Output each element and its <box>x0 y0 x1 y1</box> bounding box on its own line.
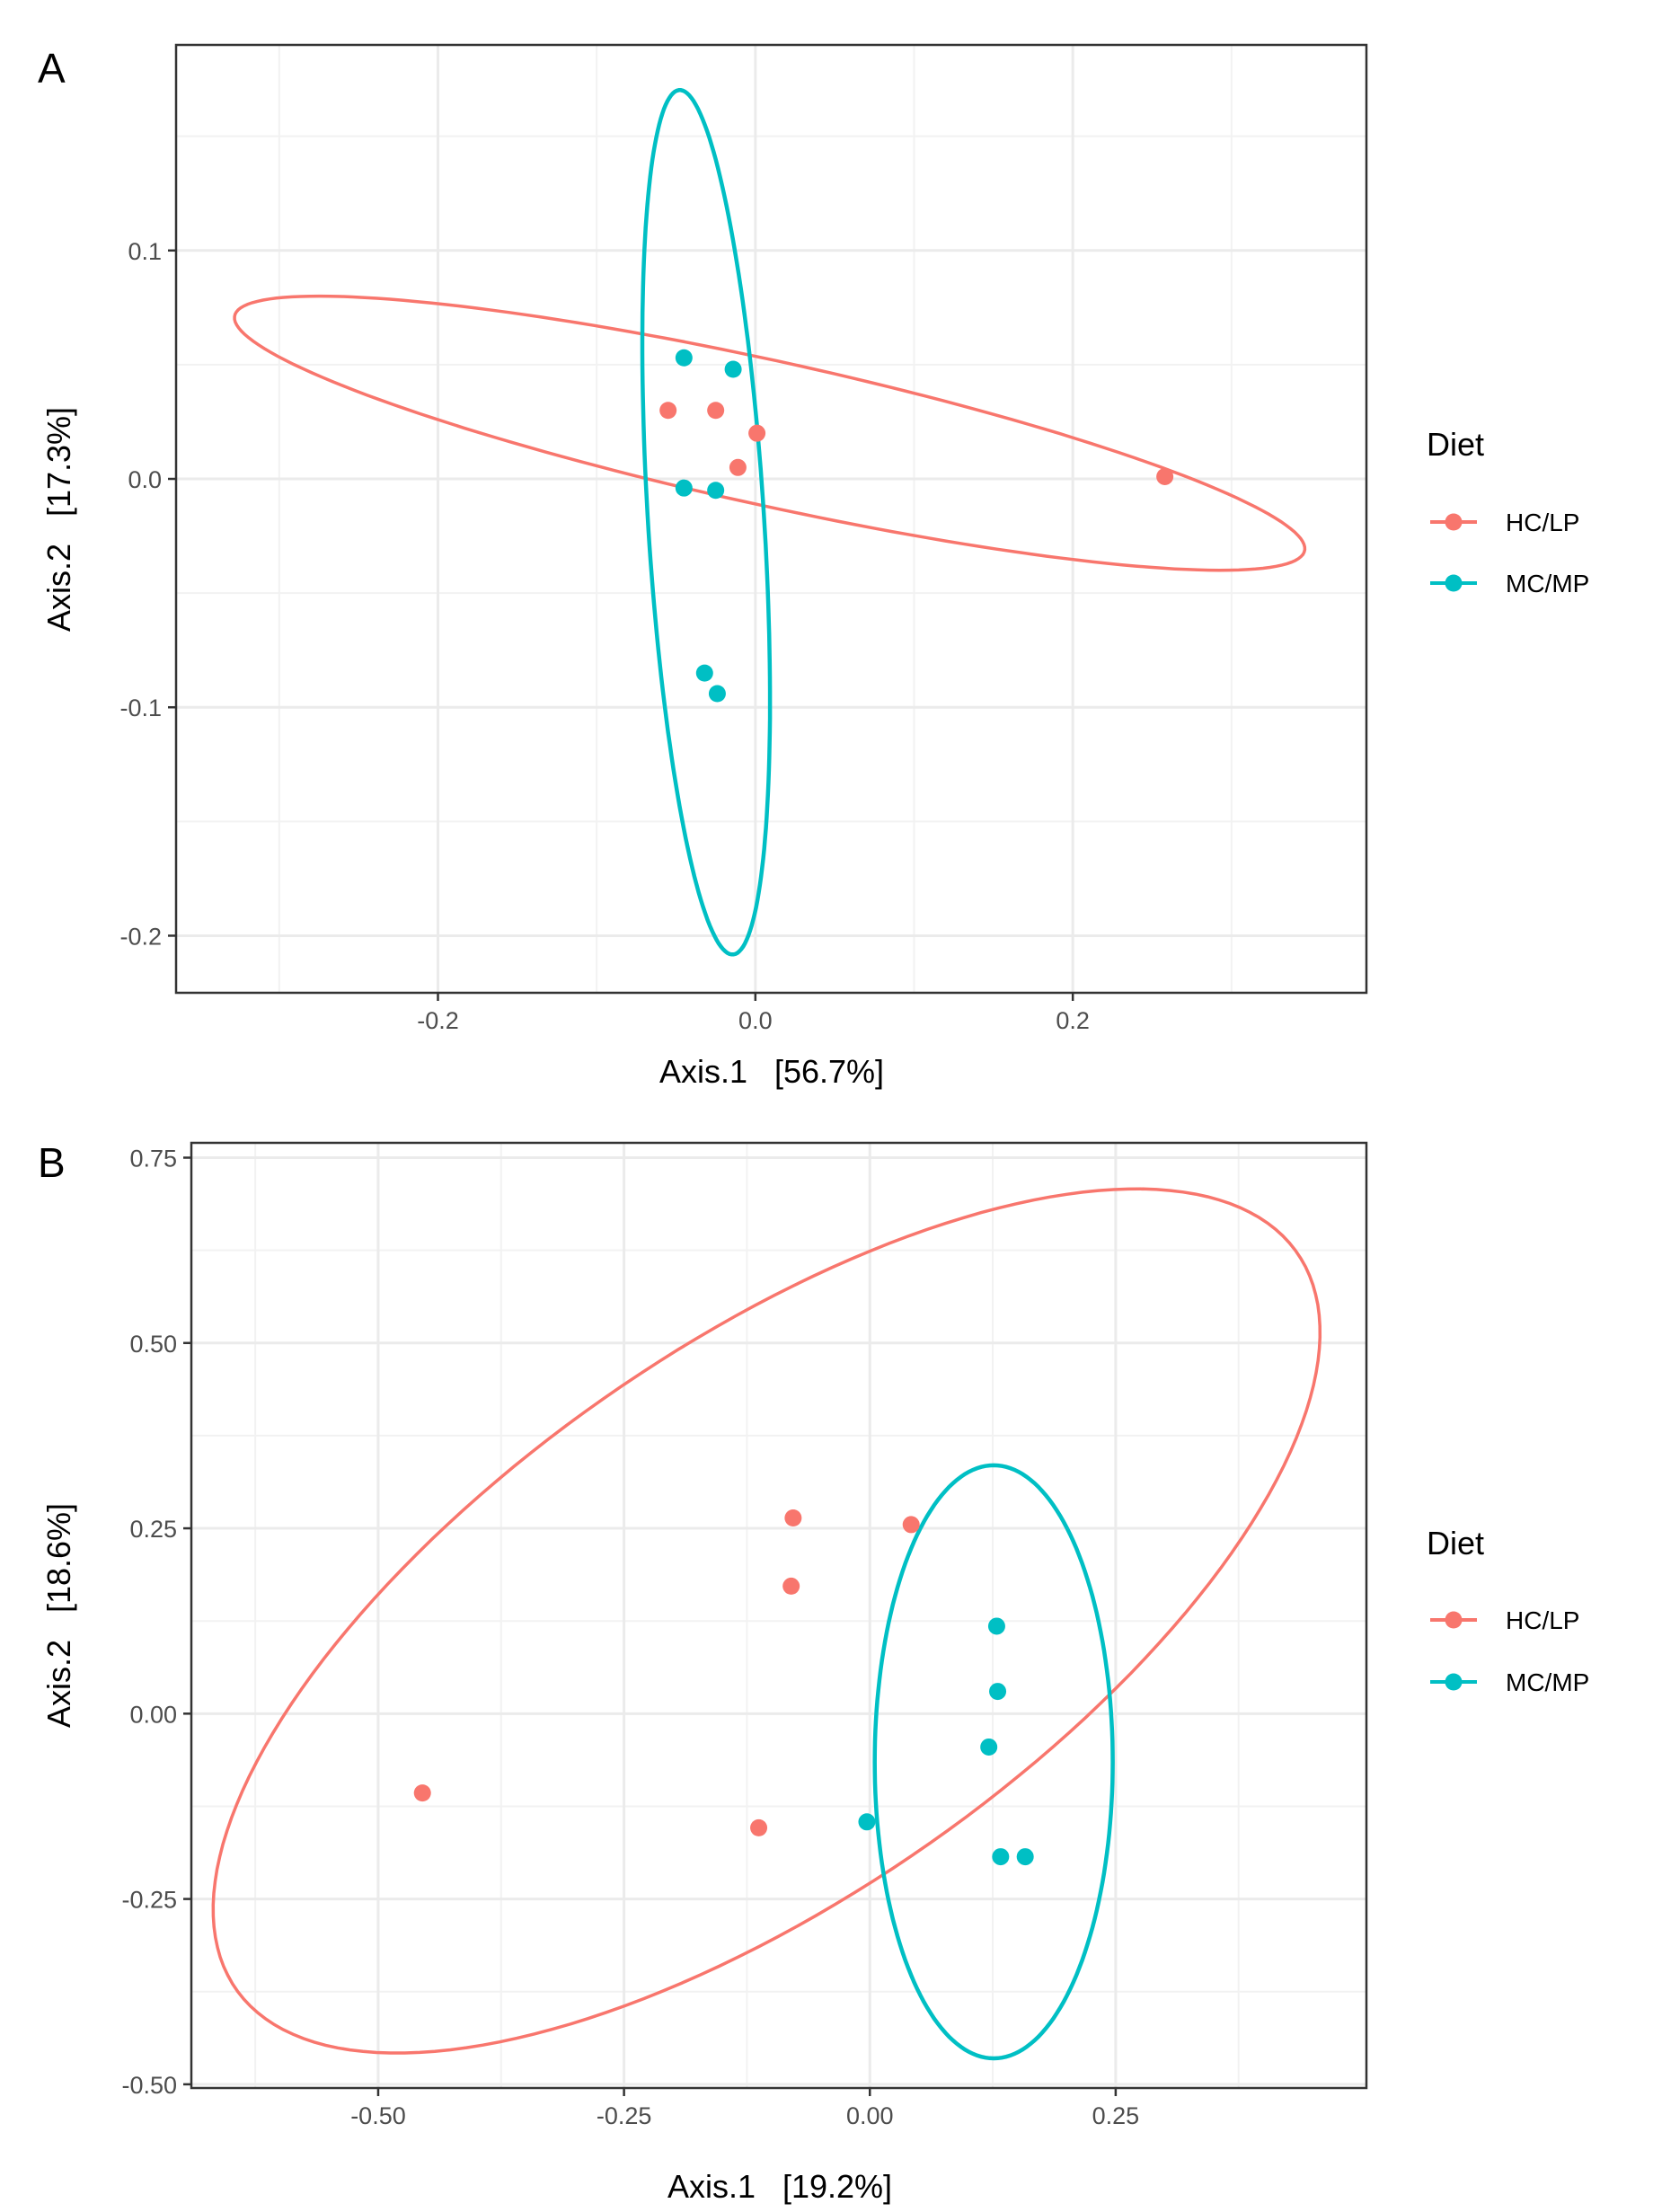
legend-label: MC/MP <box>1506 1668 1589 1696</box>
legend-label: HC/LP <box>1506 1606 1579 1634</box>
data-layer <box>233 88 1307 957</box>
panel-a: A -0.2 0.0 0.2 -0.2 -0.1 0.0 0.1 Axis.1 [56.7%] A… <box>38 43 1589 1090</box>
y-axis-title: Axis.2 [17.3%] <box>40 407 77 632</box>
y-tick-label: -0.25 <box>121 1887 177 1914</box>
ellipse-mc-mp <box>640 88 773 957</box>
legend-entry-hc-lp: HC/LP <box>1430 1606 1579 1634</box>
plot-background <box>176 45 1366 993</box>
y-tick-label: -0.1 <box>119 695 162 721</box>
y-tick-label: 0.75 <box>129 1146 177 1172</box>
legend-key-point <box>1445 513 1463 531</box>
y-tick-label: 0.25 <box>129 1516 177 1543</box>
point-hc-lp <box>784 1509 802 1526</box>
x-tick-label: 0.25 <box>1092 2102 1140 2129</box>
legend-title: Diet <box>1427 426 1484 463</box>
point-hc-lp <box>729 458 747 476</box>
panel-letter: A <box>38 45 66 92</box>
y-tick-label: -0.2 <box>119 923 162 950</box>
ellipse-hc-lp <box>211 1187 1322 2055</box>
point-hc-lp <box>659 402 677 420</box>
ellipse-hc-lp <box>233 294 1307 572</box>
point-mc-mp <box>675 349 693 367</box>
ellipse-mc-mp <box>872 1463 1115 2061</box>
y-tick-label: 0.50 <box>129 1331 177 1358</box>
panel-letter: B <box>38 1139 66 1186</box>
x-tick-label: 0.0 <box>738 1007 773 1034</box>
panel-border <box>190 1141 1368 2090</box>
y-tick-label: -0.50 <box>121 2072 177 2099</box>
point-mc-mp <box>992 1848 1010 1866</box>
panel-b: B -0.50 -0.25 0.00 0.25 -0.50 -0.25 0.00 0.25 0.5… <box>38 1139 1589 2205</box>
point-mc-mp <box>675 479 693 497</box>
y-tick-label: 0.1 <box>128 238 162 265</box>
x-tick-label: -0.25 <box>597 2102 652 2129</box>
legend-entry-hc-lp: HC/LP <box>1430 509 1579 536</box>
y-tick-label: 0.00 <box>129 1701 177 1728</box>
x-tick-label: 0.00 <box>846 2102 894 2129</box>
x-tick-label: -0.2 <box>417 1007 459 1034</box>
point-mc-mp <box>980 1738 998 1756</box>
legend-label: HC/LP <box>1506 509 1579 536</box>
x-axis-title: Axis.1 [56.7%] <box>659 1053 884 1090</box>
point-hc-lp <box>413 1784 431 1802</box>
legend-entry-mc-mp: MC/MP <box>1430 1668 1589 1696</box>
point-mc-mp <box>708 685 726 703</box>
x-tick-label: 0.2 <box>1056 1007 1090 1034</box>
y-tick-label: 0.0 <box>128 466 162 493</box>
point-mc-mp <box>724 360 742 378</box>
legend: Diet HC/LP MC/MP <box>1427 1525 1589 1696</box>
point-hc-lp <box>750 1818 768 1836</box>
plot-background <box>191 1143 1366 2088</box>
legend-entry-mc-mp: MC/MP <box>1430 570 1589 597</box>
x-tick-label: -0.50 <box>350 2102 406 2129</box>
legend-key-point <box>1445 1673 1463 1691</box>
data-layer <box>211 1187 1322 2061</box>
point-mc-mp <box>695 664 713 682</box>
legend-key-point <box>1445 574 1463 592</box>
x-axis-title: Axis.1 [19.2%] <box>667 2168 892 2205</box>
legend-key-point <box>1445 1611 1463 1629</box>
panel-border <box>174 43 1368 995</box>
point-hc-lp <box>1156 467 1174 485</box>
gridlines <box>191 1143 1366 2088</box>
point-mc-mp <box>989 1683 1007 1701</box>
point-mc-mp <box>707 482 725 500</box>
legend-label: MC/MP <box>1506 570 1589 597</box>
point-hc-lp <box>748 424 766 442</box>
y-axis-title: Axis.2 [18.6%] <box>40 1503 77 1728</box>
point-hc-lp <box>707 402 725 420</box>
point-mc-mp <box>1016 1848 1034 1866</box>
point-mc-mp <box>987 1617 1005 1635</box>
point-hc-lp <box>902 1516 920 1534</box>
legend: Diet HC/LP MC/MP <box>1427 426 1589 597</box>
point-hc-lp <box>782 1577 800 1595</box>
point-mc-mp <box>858 1813 876 1831</box>
legend-title: Diet <box>1427 1525 1484 1562</box>
